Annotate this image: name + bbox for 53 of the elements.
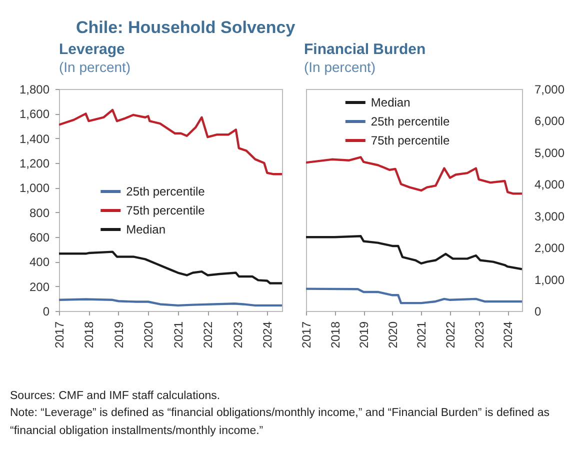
- x-tick-label: 2024: [260, 321, 275, 348]
- y-tick-label: 800: [29, 206, 50, 220]
- y-tick-label: 1,000: [19, 181, 50, 196]
- chart-subtitle: (In percent): [59, 59, 131, 75]
- y-tick-label: 1,400: [19, 132, 50, 146]
- x-tick-label: 2022: [444, 321, 458, 348]
- y-tick-label: 1,600: [19, 107, 50, 122]
- y-tick-label: 6,000: [534, 114, 565, 128]
- x-tick-label: 2019: [112, 321, 126, 348]
- x-tick-label: 2019: [357, 321, 372, 348]
- x-tick-label: 2018: [328, 321, 342, 348]
- line-series: [59, 108, 282, 176]
- text: Note: “Leverage” is defined as “financial obligations/monthly income,” and “Financial Burden” is defined as “financial obligation installments/monthly income.”: [10, 406, 551, 438]
- y-tick-label: 400: [29, 255, 50, 270]
- line-series: [59, 298, 282, 307]
- legend-label: 25th percentile: [126, 184, 206, 199]
- y-tick-label: 4,000: [534, 178, 565, 192]
- x-tick-label: 2022: [201, 321, 216, 348]
- x-tick-label: 2021: [414, 321, 429, 348]
- x-tick-label: 2023: [230, 321, 245, 348]
- line-series: [306, 288, 522, 304]
- line-series: [306, 235, 522, 270]
- y-tick-label: 200: [29, 280, 50, 294]
- legend-label: 75th percentile: [126, 204, 206, 218]
- legend-label: 25th percentile: [370, 114, 450, 128]
- source-note: Sources: CMF and IMF staff calculations.: [10, 389, 222, 404]
- chart-title: Leverage: [59, 41, 125, 58]
- x-tick-label: 2017: [300, 321, 314, 348]
- x-tick-label: 2018: [82, 321, 96, 348]
- chart-subtitle: (In percent): [304, 59, 376, 75]
- x-tick-label: 2024: [501, 321, 516, 348]
- line-series: [59, 250, 282, 284]
- y-tick-label: 1,200: [19, 156, 50, 170]
- legend-label: Median: [126, 222, 166, 237]
- y-tick-label: 0: [42, 304, 50, 318]
- y-tick-label: 1,800: [19, 82, 50, 96]
- y-tick-label: 1,000: [534, 272, 565, 287]
- x-tick-label: 2017: [52, 321, 66, 348]
- y-tick-label: 2,000: [534, 241, 565, 256]
- x-tick-label: 2023: [472, 321, 486, 348]
- x-tick-label: 2020: [386, 321, 400, 348]
- legend-label: 75th percentile: [370, 134, 450, 148]
- y-tick-label: 7,000: [534, 82, 565, 96]
- line-series: [306, 156, 522, 195]
- legend-label: Median: [370, 96, 410, 110]
- text: Chile: Household Solvency: [76, 18, 296, 38]
- y-tick-label: 600: [29, 230, 50, 244]
- x-tick-label: 2021: [171, 321, 186, 348]
- y-tick-label: 5,000: [534, 146, 565, 160]
- y-tick-label: 3,000: [534, 209, 565, 224]
- y-tick-label: 0: [534, 304, 542, 318]
- x-tick-label: 2020: [142, 321, 156, 348]
- chart-title: Financial Burden: [304, 41, 426, 58]
